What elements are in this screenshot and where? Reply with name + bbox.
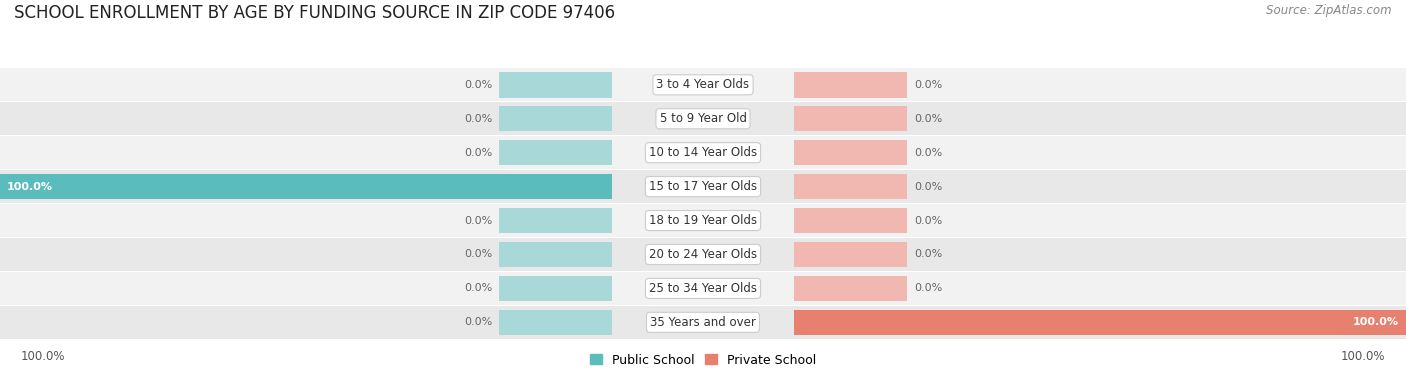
Bar [794, 72, 907, 98]
Bar [794, 106, 907, 132]
Bar [0, 102, 1406, 135]
Bar [794, 174, 907, 199]
Text: 35 Years and over: 35 Years and over [650, 316, 756, 329]
Bar [0, 68, 1406, 101]
Bar [0, 238, 1406, 271]
Bar [0, 174, 612, 199]
Text: 100.0%: 100.0% [1353, 317, 1399, 327]
Bar [794, 242, 907, 267]
Bar [794, 310, 1406, 335]
Bar [0, 170, 1406, 203]
Text: 5 to 9 Year Old: 5 to 9 Year Old [659, 112, 747, 125]
Text: 0.0%: 0.0% [464, 216, 492, 225]
Text: 20 to 24 Year Olds: 20 to 24 Year Olds [650, 248, 756, 261]
Text: 0.0%: 0.0% [914, 80, 942, 90]
Text: 18 to 19 Year Olds: 18 to 19 Year Olds [650, 214, 756, 227]
Text: 10 to 14 Year Olds: 10 to 14 Year Olds [650, 146, 756, 159]
Bar [0, 272, 1406, 305]
Bar [0, 306, 1406, 339]
Text: 0.0%: 0.0% [464, 250, 492, 259]
Bar [499, 208, 612, 233]
Text: 100.0%: 100.0% [7, 182, 53, 192]
Text: 0.0%: 0.0% [464, 148, 492, 158]
Text: 0.0%: 0.0% [914, 148, 942, 158]
Text: 0.0%: 0.0% [914, 284, 942, 293]
Text: Source: ZipAtlas.com: Source: ZipAtlas.com [1267, 4, 1392, 17]
Text: 0.0%: 0.0% [464, 114, 492, 124]
Bar [0, 204, 1406, 237]
Text: 0.0%: 0.0% [914, 250, 942, 259]
Text: 100.0%: 100.0% [1340, 350, 1385, 363]
Bar [794, 276, 907, 301]
Text: 15 to 17 Year Olds: 15 to 17 Year Olds [650, 180, 756, 193]
Text: 0.0%: 0.0% [914, 182, 942, 192]
Text: 0.0%: 0.0% [914, 114, 942, 124]
Bar [499, 242, 612, 267]
Text: 0.0%: 0.0% [464, 284, 492, 293]
Legend: Public School, Private School: Public School, Private School [585, 348, 821, 372]
Text: 3 to 4 Year Olds: 3 to 4 Year Olds [657, 78, 749, 91]
Text: 25 to 34 Year Olds: 25 to 34 Year Olds [650, 282, 756, 295]
Bar [794, 208, 907, 233]
Bar [499, 106, 612, 132]
Bar [499, 276, 612, 301]
Bar [499, 140, 612, 166]
Text: 0.0%: 0.0% [914, 216, 942, 225]
Text: SCHOOL ENROLLMENT BY AGE BY FUNDING SOURCE IN ZIP CODE 97406: SCHOOL ENROLLMENT BY AGE BY FUNDING SOUR… [14, 4, 616, 22]
Text: 0.0%: 0.0% [464, 80, 492, 90]
Bar [499, 72, 612, 98]
Text: 0.0%: 0.0% [464, 317, 492, 327]
Bar [794, 140, 907, 166]
Bar [499, 310, 612, 335]
Text: 100.0%: 100.0% [21, 350, 66, 363]
Bar [0, 136, 1406, 169]
